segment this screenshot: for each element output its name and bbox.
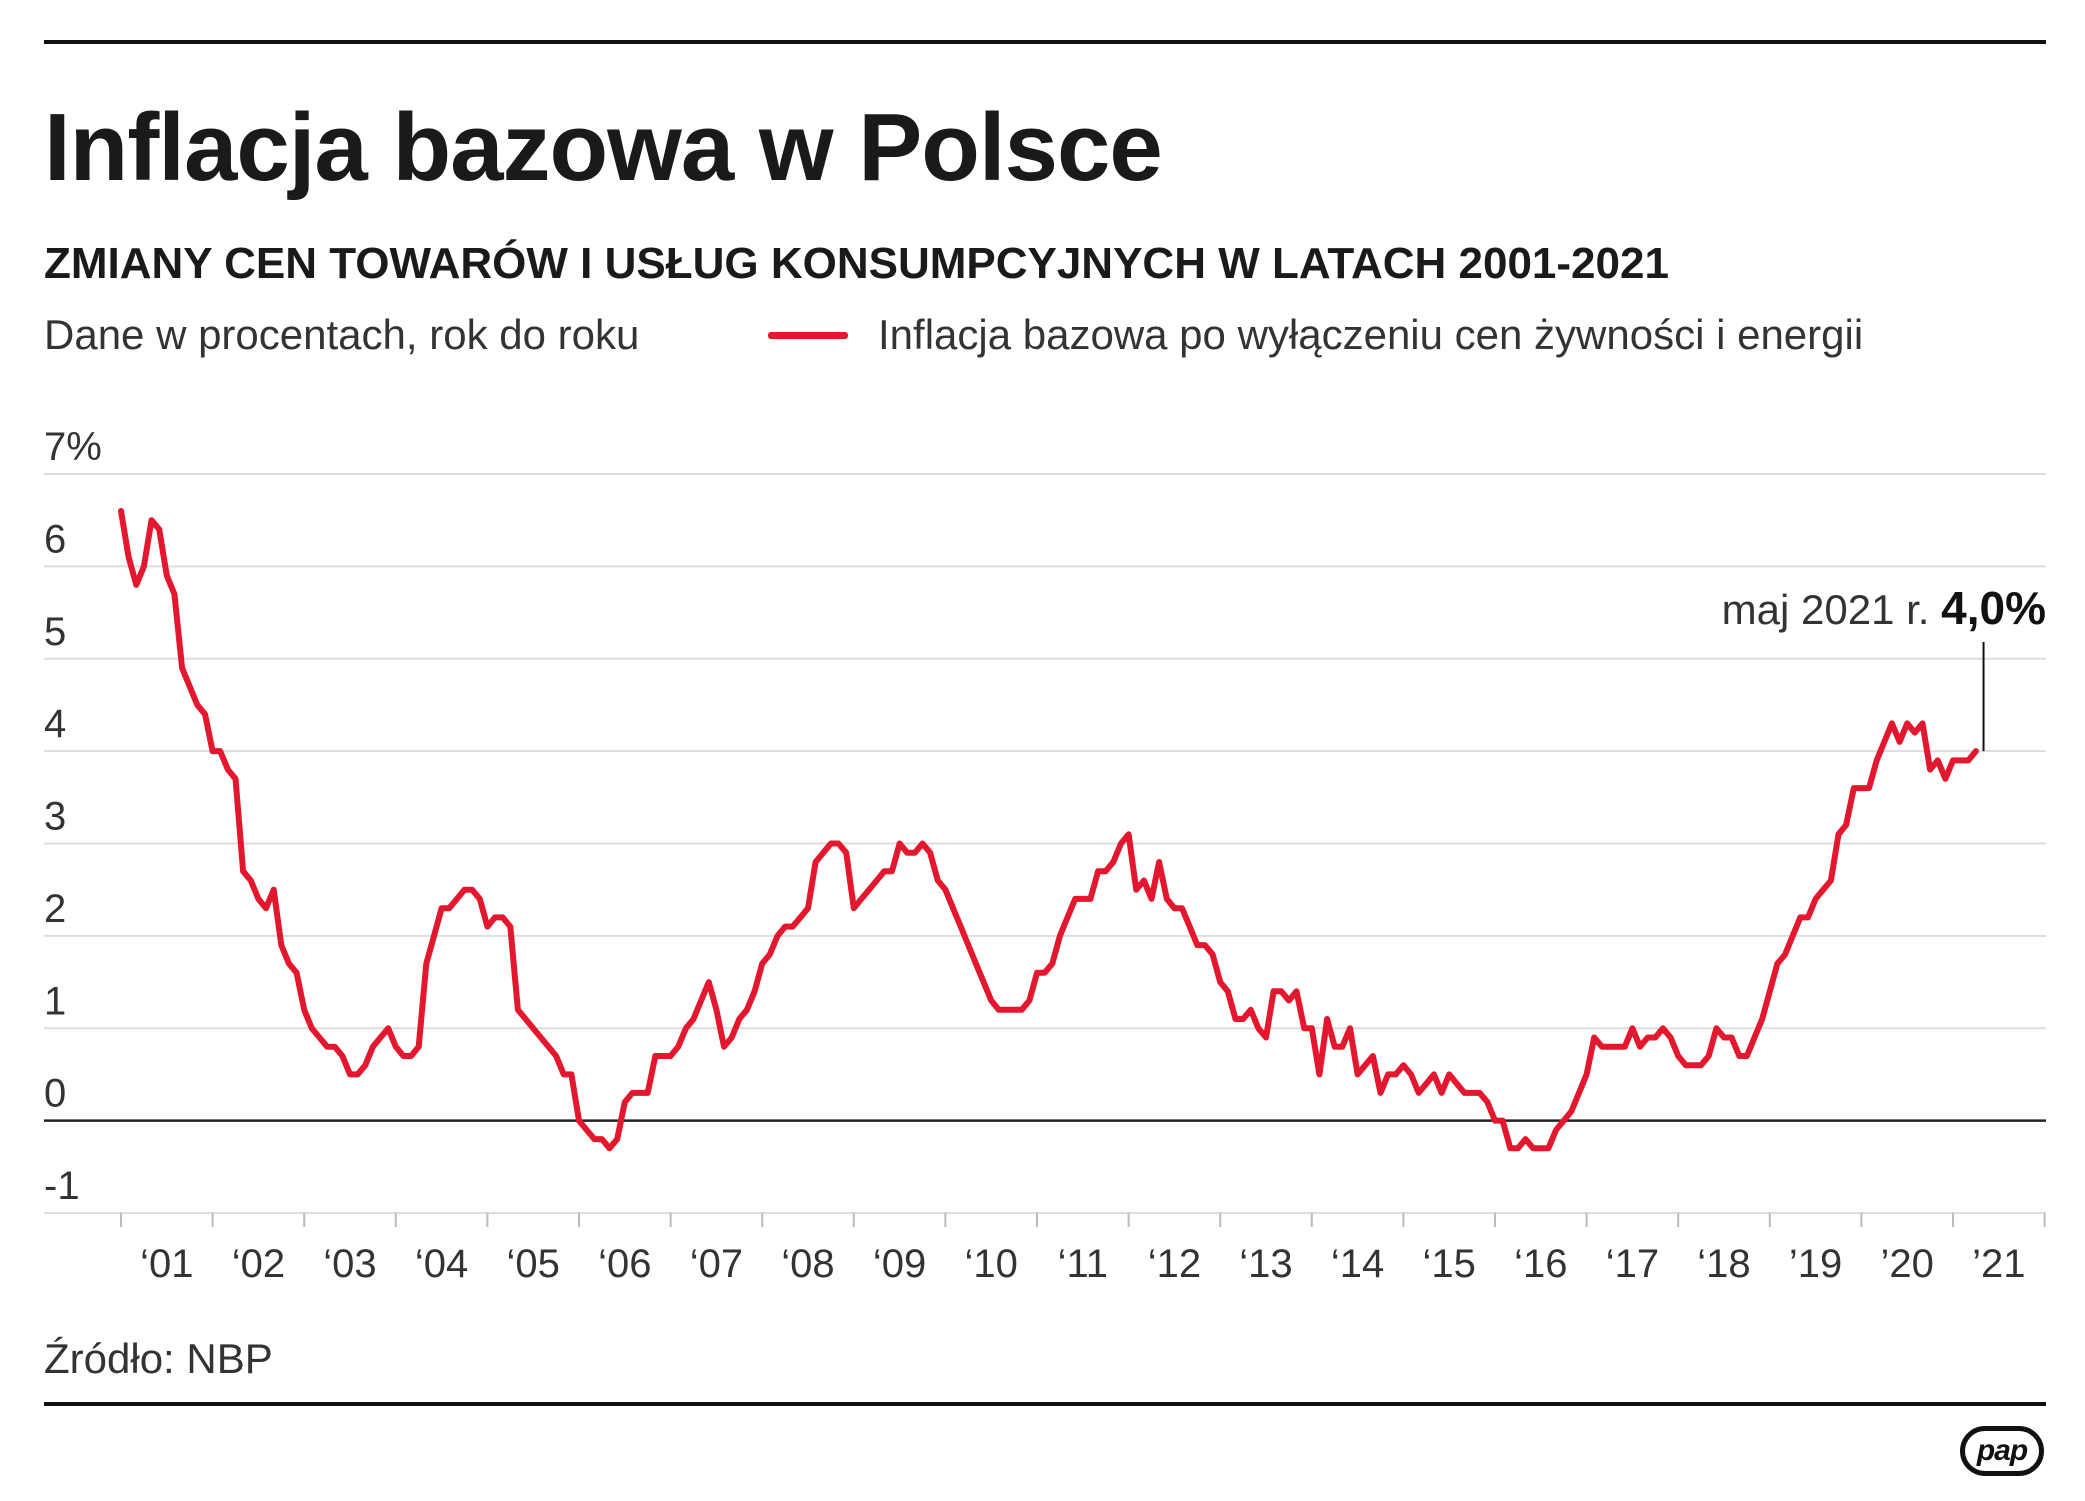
x-tick-label: ‘06 — [598, 1242, 651, 1286]
annotation-label: maj 2021 r. 4,0% — [1722, 582, 2046, 634]
x-tick-label: ‘14 — [1331, 1242, 1384, 1286]
y-tick-label: 4 — [44, 702, 66, 746]
x-tick-label: ‘04 — [415, 1242, 468, 1286]
x-tick-label: ‘18 — [1697, 1242, 1750, 1286]
annotation-layer: maj 2021 r. 4,0% — [1722, 582, 2046, 752]
x-tick-label: ‘12 — [1148, 1242, 1201, 1286]
x-tick-label: ‘17 — [1606, 1242, 1659, 1286]
x-tick-label: ‘11 — [1058, 1242, 1108, 1286]
chart-subtitle: ZMIANY CEN TOWARÓW I USŁUG KONSUMPCYJNYC… — [44, 239, 1669, 288]
x-tick-label: ‘08 — [781, 1242, 834, 1286]
units-note: Dane w procentach, rok do roku — [44, 311, 640, 358]
pap-logo: pap — [1960, 1426, 2044, 1476]
legend-label: Inflacja bazowa po wyłączeniu cen żywnoś… — [878, 311, 1864, 358]
legend: Inflacja bazowa po wyłączeniu cen żywnoś… — [768, 308, 1863, 362]
y-tick-label: -1 — [44, 1164, 80, 1208]
bottom-rule — [44, 1402, 2046, 1406]
legend-swatch — [768, 331, 848, 339]
y-tick-label: 0 — [44, 1072, 66, 1116]
x-tick-label: ‘16 — [1514, 1242, 1567, 1286]
y-tick-label: 3 — [44, 795, 66, 839]
x-tick-label: ‘05 — [507, 1242, 560, 1286]
y-tick-label: 6 — [44, 517, 66, 561]
y-tick-label: 2 — [44, 887, 66, 931]
x-axis-labels: ‘01 ‘02 ‘03 ‘04 ‘05 ‘06 ‘07 ‘08 ‘09 ‘10 ‘11 ‘12 ‘13 ‘… — [120, 1213, 2046, 1286]
x-tick-label: ‘15 — [1423, 1242, 1476, 1286]
y-axis-labels: -1 0 1 2 3 4 5 6 7% — [44, 425, 102, 1208]
x-tick-label: ‘01 — [140, 1242, 193, 1286]
x-tick-label: ’19 — [1789, 1242, 1842, 1286]
chart-title: Inflacja bazowa w Polsce — [44, 94, 1163, 201]
x-tick-label: ‘10 — [965, 1242, 1018, 1286]
y-tick-label: 7% — [44, 425, 102, 469]
series-layer — [118, 508, 1979, 1152]
top-rule — [44, 40, 2046, 44]
x-tick-label: ‘13 — [1239, 1242, 1292, 1286]
x-tick-label: ‘07 — [690, 1242, 743, 1286]
x-tick-label: ’20 — [1881, 1242, 1934, 1286]
x-tick-label: ‘09 — [873, 1242, 926, 1286]
x-tick-label: ‘02 — [232, 1242, 285, 1286]
x-tick-label: ‘03 — [323, 1242, 376, 1286]
x-tick-label: ’21 — [1972, 1242, 2025, 1286]
source-note: Źródło: NBP — [44, 1335, 273, 1382]
y-tick-label: 5 — [44, 610, 66, 654]
series-line — [118, 508, 1979, 1152]
grid-layer — [44, 473, 2046, 1214]
y-tick-label: 1 — [44, 979, 66, 1023]
